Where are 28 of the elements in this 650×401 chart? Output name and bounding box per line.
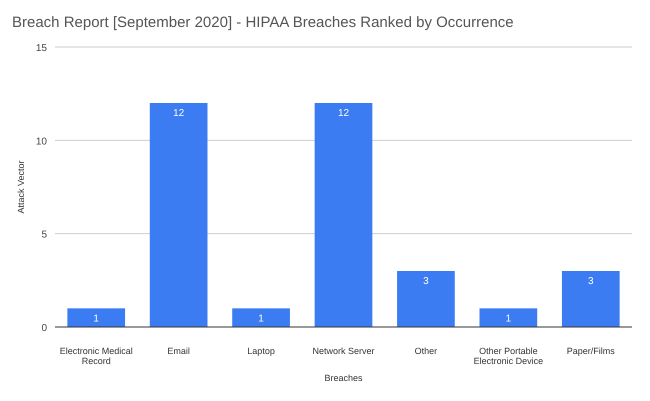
x-tick-label: Paper/Films: [566, 346, 616, 356]
x-tick-label: Other Portable Electronic Device: [474, 346, 544, 366]
bar: [480, 308, 538, 327]
data-label: 1: [506, 313, 512, 324]
x-tick-label: Other: [414, 346, 438, 356]
data-label: 1: [258, 313, 264, 324]
bar: [314, 103, 372, 327]
data-label: 3: [588, 276, 594, 287]
bar: [150, 103, 208, 327]
y-axis-title: Attack Vector: [16, 160, 26, 214]
chart-title: Breach Report [September 2020] - HIPAA Breaches Ranked by Occurrence: [12, 14, 514, 31]
data-label: 12: [173, 108, 185, 119]
y-tick-label: 0: [41, 323, 48, 334]
x-tick-label: Electronic Medical Record: [60, 346, 133, 366]
bar: [232, 308, 290, 327]
bar: [562, 271, 620, 327]
x-tick-label: Email: [167, 346, 190, 356]
bar: [67, 308, 126, 327]
x-axis-title: Breaches: [324, 373, 364, 383]
data-label: 12: [338, 108, 350, 119]
data-label: 3: [423, 276, 430, 287]
y-tick-label: 15: [36, 43, 48, 54]
bar: [397, 271, 455, 327]
x-tick-label: Network Server: [312, 346, 375, 356]
data-label: 1: [93, 313, 100, 324]
y-tick-label: 5: [41, 230, 48, 241]
y-tick-label: 10: [36, 136, 48, 148]
x-tick-label: Laptop: [247, 346, 275, 356]
